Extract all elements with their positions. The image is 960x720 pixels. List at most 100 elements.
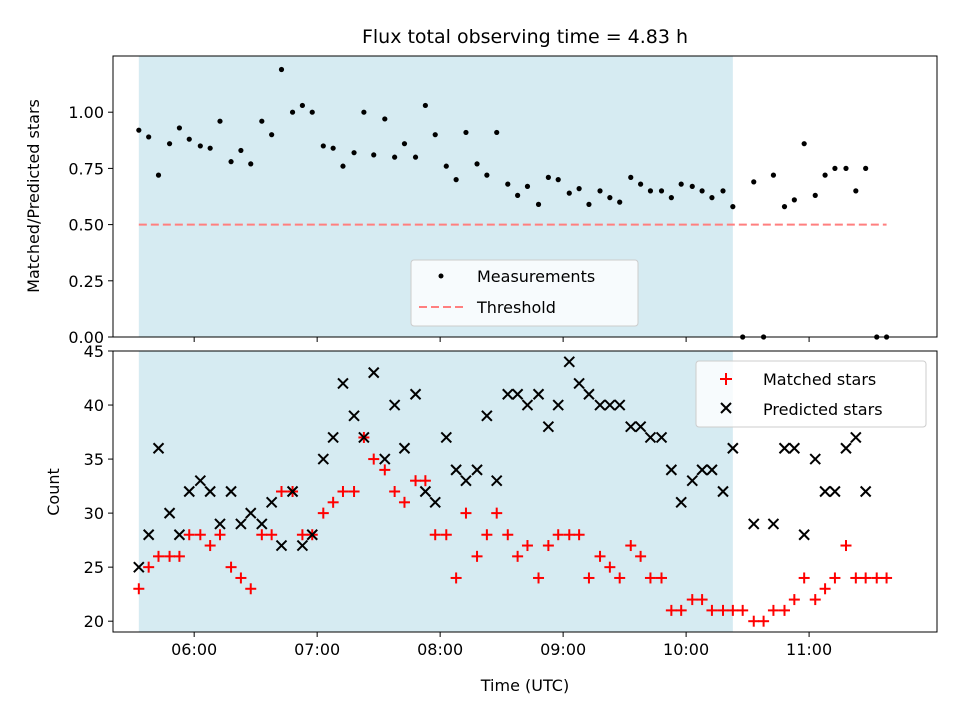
matched-star-point — [245, 583, 257, 595]
y-tick-label: 35 — [84, 450, 104, 469]
matched-star-point — [635, 550, 647, 562]
predicted-star-point — [829, 485, 841, 498]
legend-threshold-label: Threshold — [476, 298, 556, 317]
matched-star-point — [235, 572, 247, 584]
measurement-point — [422, 102, 428, 109]
measurement-point — [217, 118, 223, 124]
measurement-point — [628, 174, 634, 180]
matched-star-point — [266, 529, 278, 541]
predicted-star-points — [133, 356, 872, 573]
predicted-star-point — [317, 453, 330, 465]
matched-star-point — [819, 583, 831, 595]
measurement-point — [535, 201, 542, 207]
predicted-star-point — [358, 431, 370, 444]
legend-measurements-label: Measurements — [477, 267, 595, 286]
matched-star-point — [521, 540, 533, 552]
predicted-star-point — [398, 442, 411, 454]
matched-star-point — [860, 572, 872, 584]
matched-star-points — [133, 431, 893, 627]
count-panel-frame — [112, 350, 938, 633]
matched-star-point — [317, 507, 329, 519]
predicted-star-point — [778, 442, 791, 454]
x-tick-label: 06:00 — [171, 640, 217, 659]
count-legend-box — [695, 360, 927, 428]
measurement-point — [576, 186, 582, 192]
predicted-star-point — [788, 442, 801, 454]
predicted-star-point — [859, 485, 872, 498]
measurement-point — [505, 181, 511, 187]
y-tick-label: 25 — [84, 558, 104, 577]
count-legend: Matched stars Predicted stars — [695, 360, 927, 428]
matched-star-point — [696, 594, 708, 606]
matched-star-point — [183, 529, 195, 541]
measurement-point — [709, 195, 715, 201]
measurement-point — [186, 136, 192, 142]
matched-star-point — [644, 572, 656, 584]
count-y-ticks: 20 25 30 35 40 45 — [84, 342, 113, 631]
x-axis-label: Time (UTC) — [480, 676, 569, 695]
measurement-point — [340, 163, 346, 169]
predicted-star-point — [532, 388, 545, 400]
y-tick-label: 45 — [84, 342, 104, 361]
predicted-star-point — [214, 518, 226, 530]
measurement-point — [494, 129, 500, 136]
predicted-star-point — [604, 399, 616, 411]
matched-star-point — [398, 496, 410, 508]
chart-title: Flux total observing time = 4.83 h — [362, 26, 688, 48]
predicted-star-point — [225, 485, 237, 498]
matched-star-point — [153, 550, 165, 562]
matched-star-point — [389, 486, 401, 497]
predicted-star-point — [491, 474, 503, 487]
measurement-point — [176, 125, 183, 131]
matched-star-point — [491, 507, 503, 519]
matched-star-point — [143, 561, 155, 573]
measurement-point — [597, 188, 603, 194]
matched-star-point — [204, 540, 216, 552]
predicted-star-point — [388, 399, 401, 411]
x-tick-label: 07:00 — [294, 640, 340, 659]
matched-star-point — [798, 572, 810, 584]
matched-star-point — [778, 604, 790, 616]
measurement-point — [678, 181, 684, 187]
matched-star-point — [758, 615, 770, 627]
measurement-point — [248, 161, 254, 167]
y-tick-label: 0.75 — [68, 159, 104, 178]
measurement-point — [730, 204, 736, 210]
ratio-x-ticks — [193, 337, 810, 342]
x-tick-label: 09:00 — [540, 640, 586, 659]
predicted-star-point — [337, 377, 349, 390]
matched-star-point — [379, 464, 391, 476]
matched-star-point — [419, 475, 431, 487]
predicted-star-point — [204, 485, 216, 498]
x-tick-label: 10:00 — [663, 640, 709, 659]
predicted-star-point — [613, 399, 626, 411]
matched-star-point — [686, 594, 698, 606]
measurement-point — [146, 134, 152, 140]
y-tick-label: 20 — [84, 612, 104, 631]
measurement-point — [853, 188, 859, 194]
matched-star-point — [665, 604, 677, 616]
matched-star-point — [583, 572, 595, 584]
x-tick-label: 08:00 — [417, 640, 463, 659]
predicted-star-point — [563, 356, 575, 368]
measurement-point — [166, 141, 173, 147]
matched-star-point — [573, 529, 585, 541]
measurement-point — [259, 118, 265, 124]
measurement-point — [453, 177, 459, 183]
matched-star-point — [512, 550, 524, 562]
predicted-star-point — [429, 496, 441, 509]
matched-star-point — [656, 572, 668, 584]
measurement-point — [412, 154, 419, 160]
measurement-point — [524, 183, 531, 189]
predicted-star-point — [245, 507, 257, 519]
legend-matched-marker — [720, 373, 732, 385]
matched-star-point — [533, 572, 545, 584]
ratio-y-axis-label: Matched/Predicted stars — [24, 99, 43, 293]
predicted-star-point — [675, 496, 687, 509]
predicted-star-point — [133, 561, 145, 573]
predicted-star-point — [706, 464, 718, 476]
predicted-star-point — [327, 431, 339, 444]
matched-star-point — [767, 604, 779, 616]
measurement-point — [586, 201, 592, 207]
measurement-point — [443, 163, 449, 169]
